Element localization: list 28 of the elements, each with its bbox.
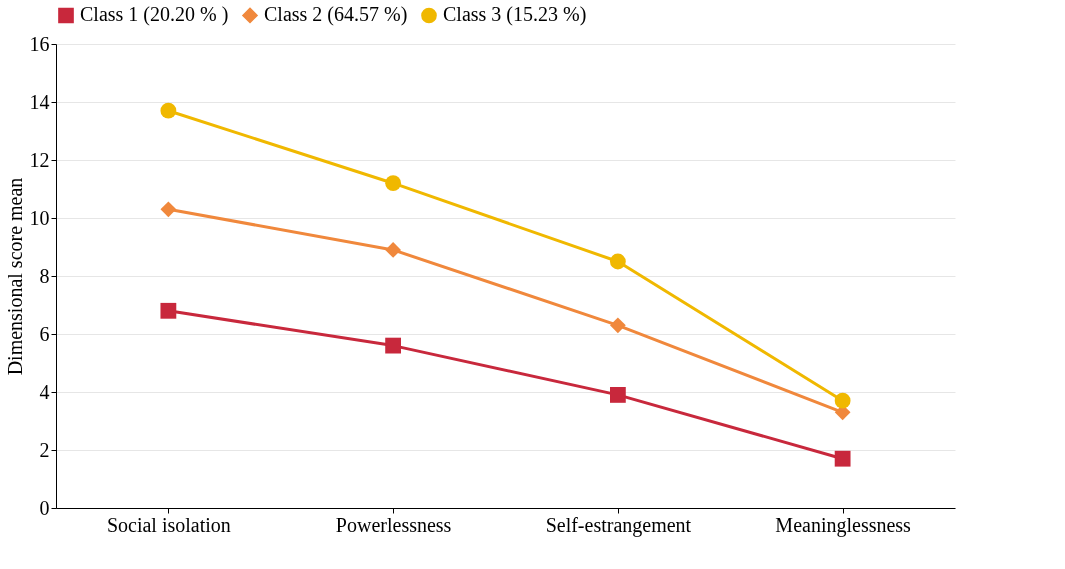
y-tick-label: 10	[29, 206, 50, 229]
x-tick-label: Powerlessness	[335, 513, 452, 536]
x-tick-label: Self-estrangement	[545, 513, 692, 537]
y-tick-label: 8	[39, 264, 50, 287]
point	[385, 175, 402, 192]
y-tick-label: 14	[29, 90, 50, 113]
legend-label: Class 3 (15.23 %)	[443, 3, 587, 27]
y-tick-label: 2	[39, 438, 50, 461]
y-tick-label: 16	[29, 32, 50, 55]
y-tick-label: 12	[29, 148, 50, 171]
point	[160, 102, 177, 119]
point	[609, 253, 626, 270]
point	[160, 302, 177, 319]
point	[834, 450, 851, 467]
y-tick-label: 0	[39, 496, 50, 519]
x-tick-label: Meaninglessness	[775, 513, 912, 537]
legend-label: Class 2 (64.57 %)	[264, 3, 408, 27]
y-axis-title: Dimensional score mean	[3, 177, 26, 376]
y-tick-label: 4	[39, 380, 50, 403]
y-tick-label: 6	[39, 322, 50, 345]
point	[609, 386, 626, 403]
x-tick-label: Social isolation	[106, 513, 231, 536]
point	[609, 317, 626, 334]
legend-label: Class 1 (20.20 % )	[80, 3, 229, 27]
point	[385, 337, 402, 354]
point	[160, 201, 177, 218]
point	[834, 392, 851, 409]
point	[385, 241, 402, 258]
